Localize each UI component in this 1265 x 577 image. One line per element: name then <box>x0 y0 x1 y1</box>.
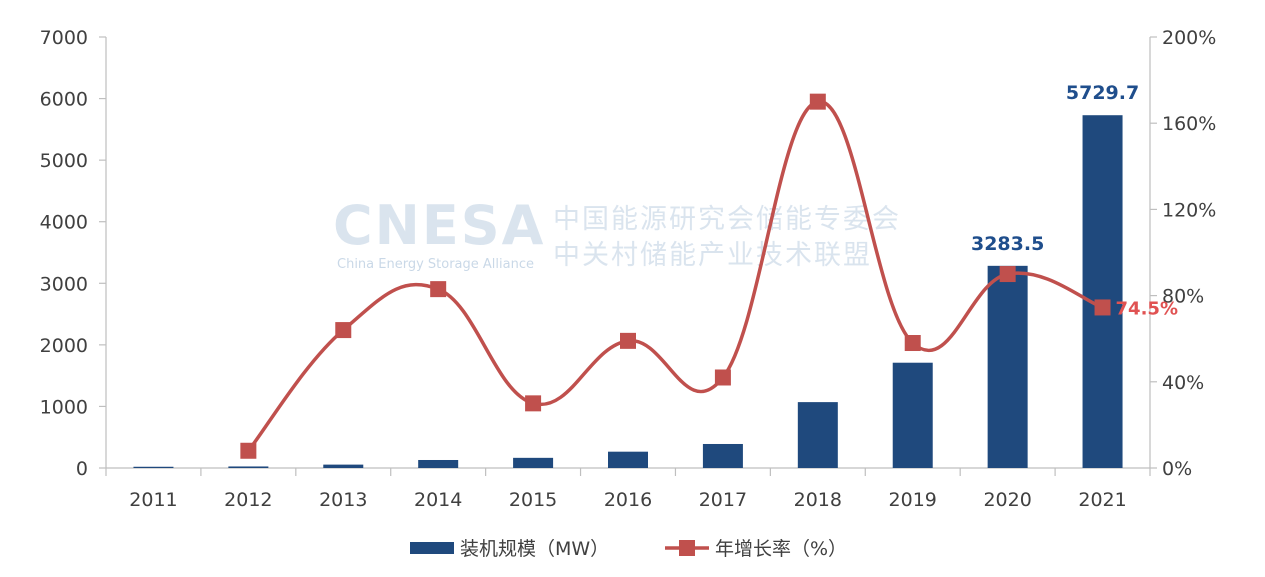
x-tick-label: 2013 <box>319 489 367 511</box>
bar <box>987 265 1028 468</box>
left-tick-label: 0 <box>76 458 88 480</box>
right-tick-label: 0% <box>1162 458 1192 480</box>
growth-marker <box>714 369 731 386</box>
line-data-label: 74.5% <box>1116 298 1178 319</box>
axes: 0 1000 2000 3000 4000 5000 6000 7000 0% 40% 80% 120… <box>40 27 1217 511</box>
growth-marker <box>525 395 542 412</box>
bar <box>418 459 459 468</box>
left-tick-label: 6000 <box>40 89 88 111</box>
growth-marker <box>620 332 636 349</box>
growth-line <box>240 93 1111 459</box>
growth-marker <box>240 442 257 459</box>
watermark-logo: CNESA <box>333 194 545 257</box>
x-tick-label: 2014 <box>414 489 462 511</box>
watermark: CNESA China Energy Storage Alliance 中国能源… <box>333 194 901 272</box>
bar-data-label: 3283.5 <box>971 233 1044 255</box>
legend-line-label: 年增长率（%） <box>715 538 847 560</box>
x-tick-label: 2020 <box>983 489 1031 511</box>
bar <box>133 466 174 468</box>
growth-marker <box>809 93 826 110</box>
left-tick-label: 5000 <box>40 150 88 172</box>
watermark-subtitle: China Energy Storage Alliance <box>337 257 534 272</box>
x-tick-label: 2018 <box>794 489 842 511</box>
watermark-line2: 中关村储能产业技术联盟 <box>553 240 872 271</box>
growth-marker <box>335 322 352 339</box>
bar <box>513 457 554 468</box>
bar <box>797 402 838 468</box>
right-tick-label: 40% <box>1162 372 1204 394</box>
legend: 装机规模（MW） 年增长率（%） <box>410 538 847 560</box>
x-tick-label: 2017 <box>699 489 747 511</box>
right-tick-label: 160% <box>1162 113 1216 135</box>
right-tick-label: 80% <box>1162 286 1204 308</box>
x-tick-label: 2012 <box>224 489 272 511</box>
legend-bar-swatch <box>410 542 454 554</box>
bars <box>133 115 1123 469</box>
left-tick-label: 2000 <box>40 335 88 357</box>
legend-bar-label: 装机规模（MW） <box>460 538 609 560</box>
bar <box>608 451 648 468</box>
x-tick-label: 2015 <box>509 489 557 511</box>
bar <box>892 362 933 468</box>
x-tick-label: 2016 <box>604 489 652 511</box>
bar <box>702 443 743 468</box>
left-tick-label: 3000 <box>40 273 88 295</box>
left-tick-label: 7000 <box>40 27 88 49</box>
bar-data-label: 5729.7 <box>1066 82 1139 104</box>
legend-line-marker <box>679 540 695 556</box>
left-tick-label: 1000 <box>40 396 88 418</box>
growth-marker <box>999 266 1016 283</box>
bar <box>228 466 269 468</box>
bar <box>1082 115 1123 469</box>
bar <box>323 464 364 468</box>
growth-line-path <box>246 99 1104 452</box>
growth-marker <box>1094 299 1111 316</box>
x-tick-label: 2011 <box>129 489 177 511</box>
left-tick-label: 4000 <box>40 212 88 234</box>
right-tick-label: 200% <box>1162 27 1216 49</box>
growth-marker <box>430 281 447 298</box>
watermark-line1: 中国能源研究会储能专委会 <box>553 204 901 235</box>
right-tick-label: 120% <box>1162 199 1216 221</box>
growth-marker <box>904 335 921 352</box>
x-tick-label: 2021 <box>1078 489 1126 511</box>
data-labels: 3283.5 5729.7 74.5% <box>971 82 1178 319</box>
x-tick-label: 2019 <box>889 489 937 511</box>
